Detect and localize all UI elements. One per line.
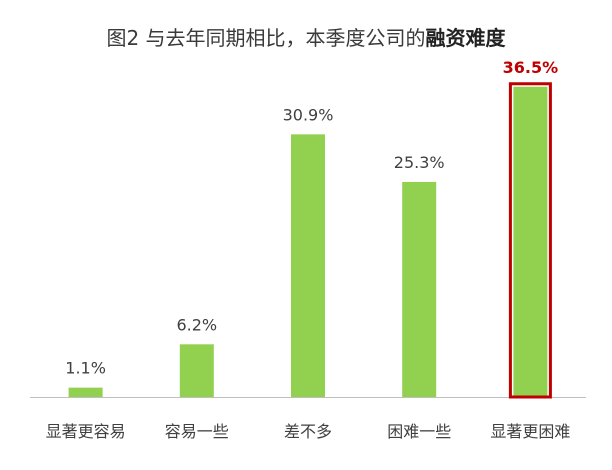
bar-highlight-outline <box>508 82 552 399</box>
bar-value-label: 30.9% <box>283 105 334 124</box>
chart-title-prefix: 图2 与去年同期相比，本季度公司的 <box>106 26 426 50</box>
x-tick-label: 显著更困难 <box>490 422 570 441</box>
bar <box>68 387 103 397</box>
x-tick-label: 显著更容易 <box>46 422 126 441</box>
bar-value-label: 1.1% <box>65 359 106 378</box>
bar <box>513 86 548 397</box>
x-tick-label: 容易一些 <box>165 422 229 441</box>
bar <box>179 344 214 397</box>
chart-title: 图2 与去年同期相比，本季度公司的融资难度 <box>0 22 612 51</box>
x-tick-label: 差不多 <box>284 422 332 441</box>
bar-value-label: 36.5% <box>503 58 559 77</box>
bar <box>291 134 325 397</box>
chart-title-emphasis: 融资难度 <box>425 26 506 50</box>
bar-value-label: 6.2% <box>176 315 217 334</box>
bar-value-label: 25.3% <box>394 153 445 172</box>
x-tick-label: 困难一些 <box>387 422 451 441</box>
bar <box>402 181 437 397</box>
